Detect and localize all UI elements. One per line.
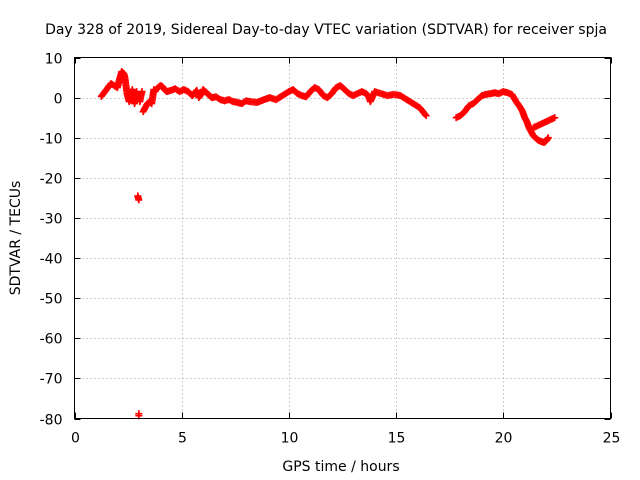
x-axis-label: GPS time / hours xyxy=(282,459,399,475)
y-axis-label: SDTVAR / TECUs xyxy=(8,181,24,296)
data-point xyxy=(422,112,430,120)
y-tick-label: -70 xyxy=(40,372,63,388)
y-tick-label: -80 xyxy=(40,413,63,429)
plot-frame xyxy=(74,57,611,419)
x-tick-label: 10 xyxy=(281,431,299,447)
y-tick-label: -20 xyxy=(40,172,63,188)
y-tick-label: -50 xyxy=(40,292,63,308)
y-tick-label: 0 xyxy=(54,92,63,108)
axis-ticks xyxy=(74,57,612,420)
x-tick-label: 0 xyxy=(71,431,80,447)
data-point xyxy=(551,114,559,122)
data-point xyxy=(138,88,146,96)
x-tick-label: 25 xyxy=(603,431,621,447)
data-point xyxy=(135,196,143,204)
x-tick-labels: 0 5 10 15 20 25 xyxy=(71,431,620,447)
data-point xyxy=(544,134,552,142)
x-tick-label: 15 xyxy=(388,431,406,447)
data-point xyxy=(421,111,429,119)
x-tick-label: 5 xyxy=(178,431,187,447)
y-tick-label: -40 xyxy=(40,252,63,268)
grid-lines xyxy=(74,57,611,419)
x-tick-label: 20 xyxy=(495,431,513,447)
y-tick-label: -10 xyxy=(40,132,63,148)
data-points xyxy=(97,68,559,420)
y-tick-label: -60 xyxy=(40,332,63,348)
y-tick-label: -30 xyxy=(40,212,63,228)
y-tick-label: 10 xyxy=(45,52,63,68)
chart-title: Day 328 of 2019, Sidereal Day-to-day VTE… xyxy=(45,22,607,38)
y-tick-labels: 10 0 -10 -20 -30 -40 -50 -60 -70 -80 xyxy=(40,52,63,429)
